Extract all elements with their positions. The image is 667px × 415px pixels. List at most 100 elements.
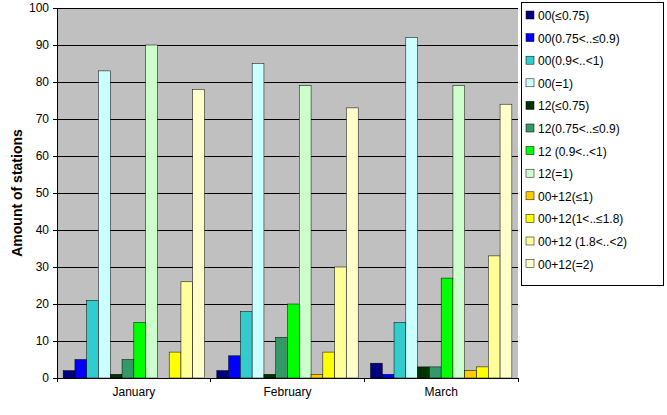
tick <box>53 8 57 9</box>
tick <box>53 267 57 268</box>
legend-label: 12(0.75<..≤0.9) <box>538 122 620 136</box>
legend-swatch <box>526 169 534 177</box>
y-axis-label: Amount of stations <box>9 129 25 257</box>
x-tick <box>57 378 58 382</box>
bar <box>63 371 75 378</box>
x-tick <box>364 378 365 382</box>
bar <box>418 367 430 378</box>
legend-swatch <box>526 147 534 155</box>
tick-label: 70 <box>36 112 50 126</box>
grid-line <box>57 193 518 194</box>
legend-swatch <box>526 79 534 87</box>
bar <box>311 374 323 378</box>
bar <box>75 360 87 379</box>
x-axis <box>57 378 518 379</box>
legend-swatch <box>526 101 534 109</box>
legend-label: 00(=1) <box>538 77 573 91</box>
bar <box>288 304 300 378</box>
tick-label: 20 <box>36 297 50 311</box>
legend-swatch <box>526 192 534 200</box>
legend-label: 00(≤0.75) <box>538 9 589 23</box>
bar <box>229 356 241 378</box>
bar <box>346 108 358 378</box>
legend-label: 12(≤0.75) <box>538 99 589 113</box>
bar <box>276 337 288 378</box>
plot-area <box>57 8 518 378</box>
legend-swatch <box>526 214 534 222</box>
legend-label: 00(0.75<..≤0.9) <box>538 32 620 46</box>
y-axis <box>57 8 58 378</box>
bar <box>87 300 99 378</box>
tick <box>53 82 57 83</box>
category-label: January <box>112 385 155 399</box>
grid-line <box>57 119 518 120</box>
grid-line <box>57 378 518 379</box>
tick <box>53 230 57 231</box>
tick <box>53 341 57 342</box>
bar <box>500 104 512 378</box>
x-tick <box>518 378 519 382</box>
bar <box>477 367 489 378</box>
grid-line <box>57 8 518 9</box>
tick <box>53 45 57 46</box>
tick-label: 0 <box>42 371 49 385</box>
grid-line <box>57 156 518 157</box>
bar <box>370 363 382 378</box>
legend-label: 00+12(=2) <box>538 258 593 272</box>
tick-label: 90 <box>36 38 50 52</box>
grid-line <box>57 267 518 268</box>
bars <box>63 38 512 378</box>
bar <box>98 71 110 378</box>
bar <box>134 323 146 379</box>
tick-label: 100 <box>29 1 49 15</box>
legend-label: 00(0.9<..<1) <box>538 54 603 68</box>
legend-swatch <box>526 11 534 19</box>
bar <box>335 267 347 378</box>
tick <box>53 304 57 305</box>
legend-label: 12 (0.9<..<1) <box>538 145 607 159</box>
bar <box>441 278 453 378</box>
legend <box>521 2 663 285</box>
legend-label: 00+12(≤1) <box>538 190 593 204</box>
bar <box>169 352 181 378</box>
legend-swatch <box>526 124 534 132</box>
legend-swatch <box>526 56 534 64</box>
bar <box>323 352 335 378</box>
tick-label: 30 <box>36 260 50 274</box>
grid-line <box>57 82 518 83</box>
x-tick <box>210 378 211 382</box>
bar <box>240 311 252 378</box>
bar <box>110 374 122 378</box>
tick-label: 50 <box>36 186 50 200</box>
bar <box>453 86 465 378</box>
category-label: February <box>263 385 311 399</box>
bar <box>488 256 500 378</box>
bar <box>394 323 406 379</box>
legend-swatch <box>526 260 534 268</box>
tick <box>53 378 57 379</box>
tick <box>53 156 57 157</box>
grid-line <box>57 45 518 46</box>
legend-label: 00+12(1<..≤1.8) <box>538 212 623 226</box>
bar <box>193 89 205 378</box>
bar <box>299 86 311 378</box>
bar <box>406 38 418 378</box>
chart: 0102030405060708090100JanuaryFebruaryMar… <box>0 0 667 415</box>
legend-swatch <box>526 237 534 245</box>
grid-line <box>57 230 518 231</box>
bar <box>252 64 264 379</box>
bar <box>465 371 477 378</box>
legend-label: 00+12 (1.8<..<2) <box>538 235 627 249</box>
tick <box>53 193 57 194</box>
bar <box>429 367 441 378</box>
tick-label: 40 <box>36 223 50 237</box>
tick-label: 80 <box>36 75 50 89</box>
legend-label: 12(=1) <box>538 167 573 181</box>
bar <box>264 374 276 378</box>
tick-label: 60 <box>36 149 50 163</box>
bar <box>217 371 229 378</box>
legend-swatch <box>526 34 534 42</box>
tick <box>53 119 57 120</box>
bar <box>146 45 158 378</box>
bar <box>181 282 193 378</box>
